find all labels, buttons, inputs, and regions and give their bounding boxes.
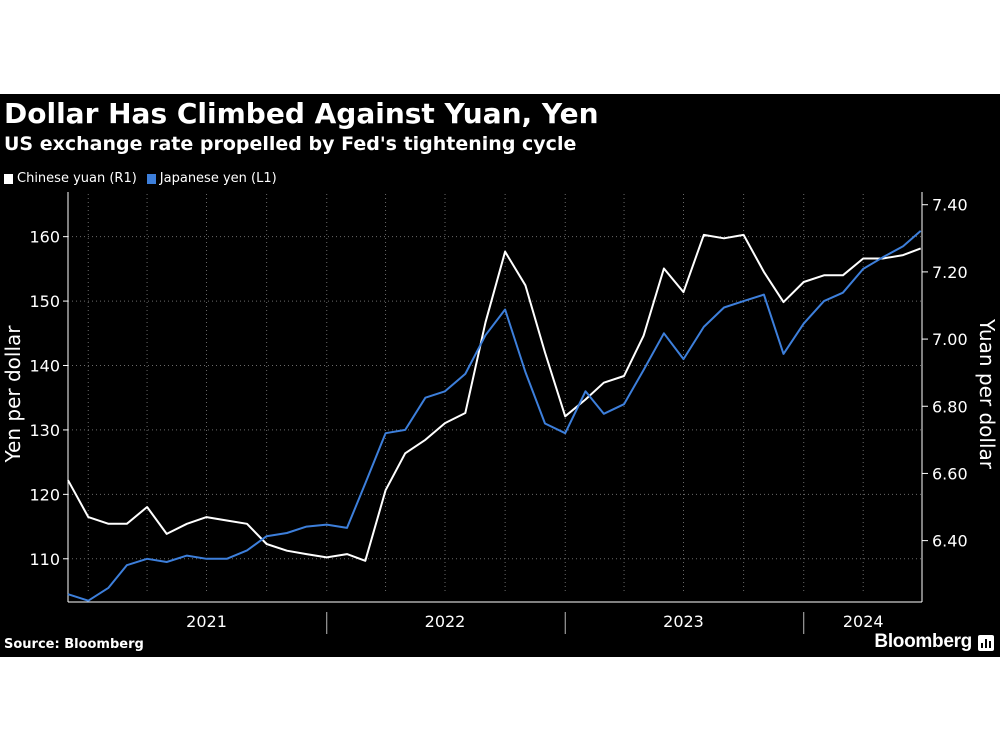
brand-logo: Bloomberg bbox=[874, 631, 972, 652]
x-tick-label: 2022 bbox=[425, 612, 466, 631]
right-tick-label: 6.80 bbox=[932, 397, 968, 416]
legend-swatch-yuan bbox=[4, 173, 13, 184]
left-tick-label: 130 bbox=[29, 421, 60, 440]
left-tick-label: 120 bbox=[29, 485, 60, 504]
chart-subtitle: US exchange rate propelled by Fed's tigh… bbox=[4, 133, 577, 155]
chart-title: Dollar Has Climbed Against Yuan, Yen bbox=[4, 97, 599, 130]
legend-label-yuan: Chinese yuan (R1) bbox=[17, 171, 137, 186]
x-tick-label: 2021 bbox=[186, 612, 227, 631]
legend-label-yen: Japanese yen (L1) bbox=[159, 171, 277, 186]
chart-panel: Dollar Has Climbed Against Yuan, Yen US … bbox=[0, 94, 1000, 657]
chart-legend: Chinese yuan (R1) Japanese yen (L1) bbox=[4, 171, 287, 186]
right-tick-label: 7.20 bbox=[932, 263, 968, 282]
right-axis-title: Yuan per dollar bbox=[975, 318, 999, 470]
right-tick-label: 6.40 bbox=[932, 532, 968, 551]
left-axis-title: Yen per dollar bbox=[1, 325, 25, 464]
series-line-yuan bbox=[67, 233, 922, 562]
legend-item-yen: Japanese yen (L1) bbox=[146, 171, 277, 186]
source-note: Source: Bloomberg bbox=[4, 637, 144, 652]
series-line-yen bbox=[67, 230, 922, 602]
right-tick-label: 6.60 bbox=[932, 464, 968, 483]
left-tick-label: 110 bbox=[29, 550, 60, 569]
legend-item-yuan: Chinese yuan (R1) bbox=[4, 171, 137, 186]
left-tick-label: 140 bbox=[29, 357, 60, 376]
left-tick-label: 160 bbox=[29, 228, 60, 247]
bloomberg-terminal-icon bbox=[978, 635, 994, 651]
left-tick-label: 150 bbox=[29, 292, 60, 311]
x-tick-label: 2024 bbox=[843, 612, 884, 631]
right-tick-label: 7.00 bbox=[932, 330, 968, 349]
line-chart: 110 120 130 140 150 160 6.40 6.60 6.80 7.00 7.20 7.… bbox=[1, 192, 999, 634]
x-tick-label: 2023 bbox=[663, 612, 704, 631]
right-tick-label: 7.40 bbox=[932, 196, 968, 215]
legend-swatch-yen bbox=[146, 173, 156, 184]
